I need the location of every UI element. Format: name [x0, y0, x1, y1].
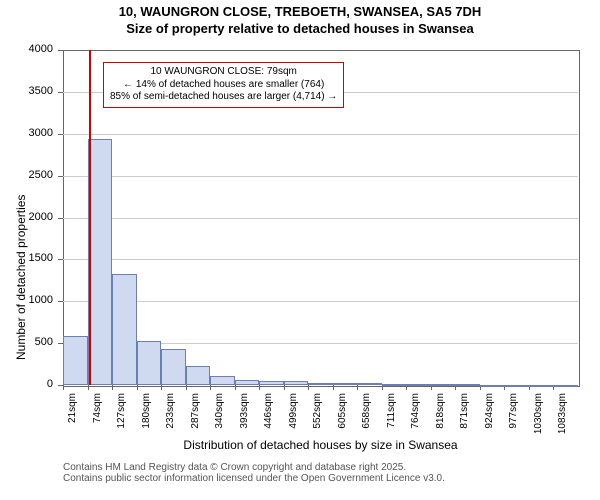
- xtick-mark: [210, 385, 211, 390]
- xtick-mark: [333, 385, 334, 390]
- xtick-label: 127sqm: [116, 393, 127, 445]
- xtick-mark: [161, 385, 162, 390]
- ytick-label: 4000: [0, 43, 53, 55]
- ytick-label: 0: [0, 378, 53, 390]
- xtick-mark: [112, 385, 113, 390]
- histogram-bar: [504, 385, 529, 387]
- histogram-bar: [455, 384, 480, 386]
- histogram-bar: [63, 336, 88, 385]
- annotation-line-3: 85% of semi-detached houses are larger (…: [110, 91, 337, 104]
- xtick-label: 180sqm: [141, 393, 152, 445]
- xtick-mark: [88, 385, 89, 390]
- xtick-label: 924sqm: [484, 393, 495, 445]
- histogram-bar: [88, 139, 113, 385]
- histogram-bar: [284, 381, 309, 385]
- histogram-bar: [161, 349, 186, 385]
- annotation-line-2: ← 14% of detached houses are smaller (76…: [110, 79, 337, 92]
- xtick-label: 605sqm: [337, 393, 348, 445]
- histogram-bar: [529, 385, 554, 387]
- xtick-label: 818sqm: [435, 393, 446, 445]
- gridline: [63, 301, 578, 302]
- xtick-mark: [284, 385, 285, 390]
- gridline: [63, 259, 578, 260]
- xtick-label: 977sqm: [508, 393, 519, 445]
- xtick-label: 499sqm: [288, 393, 299, 445]
- xtick-label: 74sqm: [92, 393, 103, 445]
- ytick-label: 2500: [0, 169, 53, 181]
- ytick-label: 500: [0, 336, 53, 348]
- footnote-1: Contains HM Land Registry data © Crown c…: [63, 462, 445, 473]
- xtick-label: 711sqm: [386, 393, 397, 445]
- histogram-bar: [357, 383, 382, 385]
- annotation-box: 10 WAUNGRON CLOSE: 79sqm ← 14% of detach…: [103, 62, 344, 108]
- histogram-bar: [210, 376, 235, 385]
- xtick-label: 871sqm: [459, 393, 470, 445]
- xtick-label: 287sqm: [190, 393, 201, 445]
- ytick-label: 1500: [0, 252, 53, 264]
- xtick-label: 21sqm: [67, 393, 78, 445]
- histogram-bar: [235, 380, 260, 385]
- histogram-bar: [308, 383, 333, 385]
- xtick-label: 764sqm: [410, 393, 421, 445]
- xtick-mark: [259, 385, 260, 390]
- histogram-bar: [259, 381, 284, 385]
- xtick-mark: [137, 385, 138, 390]
- histogram-bar: [137, 341, 162, 385]
- xtick-mark: [357, 385, 358, 390]
- footnote-2: Contains public sector information licen…: [63, 473, 445, 484]
- histogram-bar: [333, 383, 358, 385]
- title-line-2: Size of property relative to detached ho…: [0, 21, 600, 38]
- xtick-mark: [63, 385, 64, 390]
- histogram-bar: [406, 384, 431, 386]
- histogram-bar: [480, 385, 505, 387]
- xtick-label: 446sqm: [263, 393, 274, 445]
- xtick-label: 393sqm: [239, 393, 250, 445]
- xtick-mark: [308, 385, 309, 390]
- histogram-bar: [112, 274, 137, 385]
- xtick-mark: [186, 385, 187, 390]
- xtick-mark: [235, 385, 236, 390]
- xtick-label: 1083sqm: [557, 393, 568, 445]
- xtick-label: 552sqm: [312, 393, 323, 445]
- xtick-label: 1030sqm: [533, 393, 544, 445]
- title-line-1: 10, WAUNGRON CLOSE, TREBOETH, SWANSEA, S…: [0, 4, 600, 21]
- histogram-bar: [382, 384, 407, 386]
- histogram-bar: [431, 384, 456, 386]
- gridline: [63, 218, 578, 219]
- xtick-label: 340sqm: [214, 393, 225, 445]
- ytick-label: 3500: [0, 85, 53, 97]
- gridline: [63, 134, 578, 135]
- gridline: [63, 176, 578, 177]
- histogram-bar: [553, 385, 578, 387]
- histogram-bar: [186, 366, 211, 385]
- ytick-label: 1000: [0, 294, 53, 306]
- ytick-mark: [58, 50, 63, 51]
- xtick-label: 658sqm: [361, 393, 372, 445]
- ytick-label: 2000: [0, 211, 53, 223]
- annotation-title: 10 WAUNGRON CLOSE: 79sqm: [110, 66, 337, 79]
- xtick-label: 233sqm: [165, 393, 176, 445]
- marker-line: [89, 50, 91, 385]
- ytick-label: 3000: [0, 127, 53, 139]
